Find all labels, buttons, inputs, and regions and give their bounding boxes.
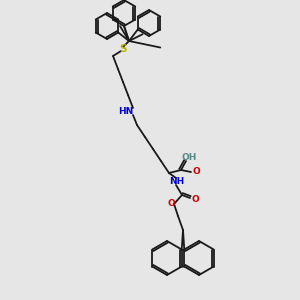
Text: O: O bbox=[167, 199, 175, 208]
Text: S: S bbox=[119, 44, 127, 54]
Text: OH: OH bbox=[181, 152, 197, 161]
Text: O: O bbox=[192, 167, 200, 176]
Text: HN: HN bbox=[118, 106, 134, 116]
Text: O: O bbox=[191, 194, 199, 203]
Text: NH: NH bbox=[169, 176, 184, 185]
